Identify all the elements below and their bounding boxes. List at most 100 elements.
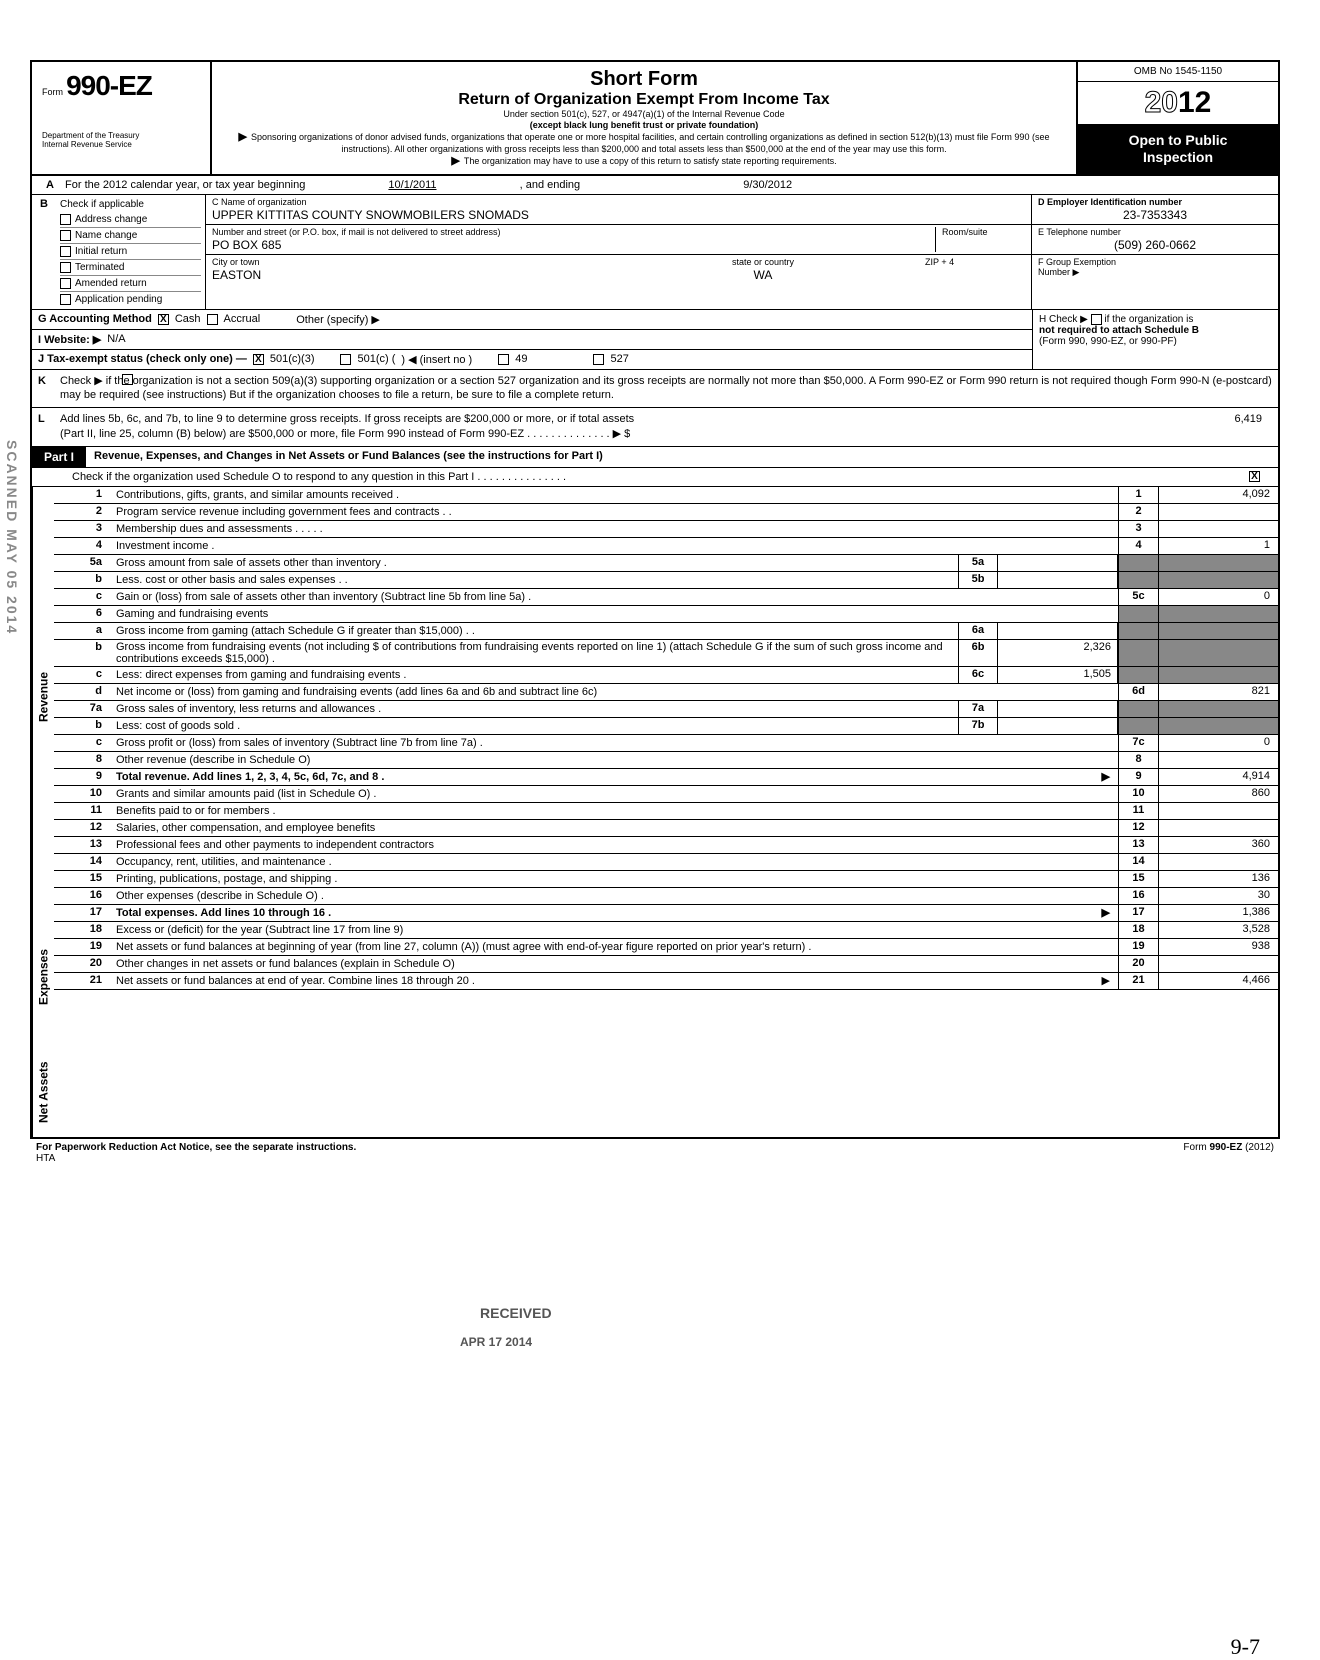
num-box: 3 (1118, 521, 1158, 537)
check-terminated[interactable]: Terminated (60, 260, 201, 276)
check-amended[interactable]: Amended return (60, 276, 201, 292)
checkbox-accrual[interactable] (207, 314, 218, 325)
copy-note: ▶The organization may have to use a copy… (220, 155, 1068, 168)
checkbox-h[interactable] (1091, 314, 1102, 325)
check-text: Amended return (75, 278, 147, 289)
year-begin: 10/1/2011 (388, 179, 436, 191)
value-box (1158, 803, 1278, 819)
label-h: H Check ▶ (1039, 314, 1088, 325)
section-j: J Tax-exempt status (check only one) — 5… (32, 350, 1032, 369)
num-box: 6d (1118, 684, 1158, 700)
sub-value (998, 555, 1118, 571)
line-number: 16 (54, 888, 112, 904)
sub-box: 5a (958, 555, 998, 571)
checkbox-icon[interactable] (60, 230, 71, 241)
value-box (1158, 623, 1278, 639)
line-row: 6Gaming and fundraising events (54, 606, 1278, 623)
letter-a: A (46, 179, 54, 191)
value-box (1158, 572, 1278, 588)
line-number: c (54, 589, 112, 605)
line-desc: Benefits paid to or for members . (112, 803, 1118, 819)
check-text: Name change (75, 230, 137, 241)
line-number: b (54, 718, 112, 734)
num-box: 16 (1118, 888, 1158, 904)
checkbox-icon[interactable] (60, 246, 71, 257)
checkbox-49[interactable] (498, 354, 509, 365)
row-a: A For the 2012 calendar year, or tax yea… (32, 176, 1278, 195)
side-labels: Revenue Expenses Net Assets (32, 487, 54, 1137)
line-desc: Excess or (deficit) for the year (Subtra… (112, 922, 1118, 938)
open-line1: Open to Public (1082, 132, 1274, 149)
gj-block: G Accounting Method Cash Accrual Other (… (32, 310, 1278, 370)
website-value: N/A (107, 333, 125, 345)
num-box (1118, 606, 1158, 622)
checkbox-schedule-o[interactable] (1249, 471, 1260, 482)
checkbox-501c[interactable] (340, 354, 351, 365)
line-row: 5aGross amount from sale of assets other… (54, 555, 1278, 572)
num-box: 17 (1118, 905, 1158, 921)
line-number: 3 (54, 521, 112, 537)
line-number: 17 (54, 905, 112, 921)
checkbox-527[interactable] (593, 354, 604, 365)
line-number: d (54, 684, 112, 700)
checkbox-icon[interactable] (60, 262, 71, 273)
line-desc: Net assets or fund balances at beginning… (112, 939, 1118, 955)
check-text: Application pending (75, 294, 162, 305)
line-desc: Gross sales of inventory, less returns a… (112, 701, 958, 717)
opt-527: 527 (610, 353, 628, 365)
h-text1: if the organization is (1104, 314, 1193, 325)
checkbox-icon[interactable] (60, 278, 71, 289)
line-number: 4 (54, 538, 112, 554)
line-desc: Printing, publications, postage, and shi… (112, 871, 1118, 887)
check-name-change[interactable]: Name change (60, 228, 201, 244)
checkbox-501c3[interactable] (253, 354, 264, 365)
check-address-change[interactable]: Address change (60, 212, 201, 228)
value-box: 3,528 (1158, 922, 1278, 938)
line-desc: Gain or (loss) from sale of assets other… (112, 589, 1118, 605)
value-box: 4,092 (1158, 487, 1278, 503)
subtitle-section: Under section 501(c), 527, or 4947(a)(1)… (220, 109, 1068, 120)
check-text: Terminated (75, 262, 124, 273)
check-initial-return[interactable]: Initial return (60, 244, 201, 260)
line-row: 15Printing, publications, postage, and s… (54, 871, 1278, 888)
city: EASTON (212, 268, 601, 282)
omb-number: OMB No 1545-1150 (1078, 62, 1278, 82)
value-box: 0 (1158, 589, 1278, 605)
title-shortform: Short Form (220, 68, 1068, 91)
line-row: 14Occupancy, rent, utilities, and mainte… (54, 854, 1278, 871)
line-desc: Membership dues and assessments . . . . … (112, 521, 1118, 537)
cash-label: Cash (175, 313, 201, 325)
footer-form: Form 990-EZ (2012) (1183, 1142, 1274, 1164)
num-box: 7c (1118, 735, 1158, 751)
h-text2: not required to attach Schedule B (1039, 325, 1199, 336)
line-number: 18 (54, 922, 112, 938)
check-pending[interactable]: Application pending (60, 292, 201, 307)
checkbox-icon[interactable] (60, 294, 71, 305)
phone-row: E Telephone number (509) 260-0662 (1032, 225, 1278, 255)
checkbox-k[interactable] (122, 374, 133, 385)
center-identity: C Name of organization UPPER KITTITAS CO… (206, 195, 1032, 309)
sub-value (998, 572, 1118, 588)
line-row: 4Investment income .41 (54, 538, 1278, 555)
arrow-icon: ▶ (1102, 974, 1110, 987)
subtitle-except: (except black lung benefit trust or priv… (220, 120, 1068, 131)
value-box: 1 (1158, 538, 1278, 554)
num-box: 13 (1118, 837, 1158, 853)
line-number: a (54, 623, 112, 639)
checkbox-icon[interactable] (60, 214, 71, 225)
num-box: 8 (1118, 752, 1158, 768)
num-box (1118, 640, 1158, 666)
dept-irs: Internal Revenue Service (42, 141, 204, 150)
copy-note-body: The organization may have to use a copy … (464, 156, 837, 166)
checkbox-cash[interactable] (158, 314, 169, 325)
line-row: aGross income from gaming (attach Schedu… (54, 623, 1278, 640)
line-row: 11Benefits paid to or for members .11 (54, 803, 1278, 820)
line-number: b (54, 572, 112, 588)
line-number: 14 (54, 854, 112, 870)
value-box: 136 (1158, 871, 1278, 887)
sub-box: 6b (958, 640, 998, 666)
vert-revenue: Revenue (32, 487, 54, 907)
line-row: bLess. cost or other basis and sales exp… (54, 572, 1278, 589)
h-text3: (Form 990, 990-EZ, or 990-PF) (1039, 336, 1177, 347)
line-row: 12Salaries, other compensation, and empl… (54, 820, 1278, 837)
